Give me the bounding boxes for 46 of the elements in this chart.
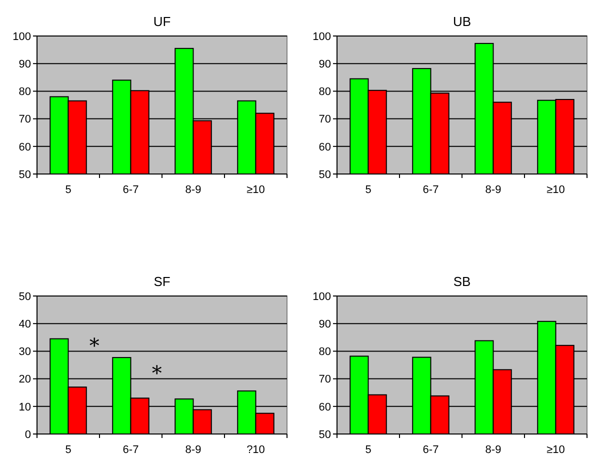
y-tick-label: 50 — [318, 428, 331, 441]
x-tick-label: 8-9 — [185, 444, 202, 456]
y-tick-label: 80 — [318, 346, 331, 358]
x-tick-label: ≥10 — [546, 444, 565, 456]
x-tick-label: ?10 — [246, 444, 265, 456]
annotation: * — [152, 360, 162, 385]
y-tick-label: 70 — [318, 374, 331, 386]
y-tick-label: 60 — [318, 401, 331, 414]
chart-title: UF — [153, 14, 171, 29]
x-tick-label: 5 — [65, 444, 72, 456]
y-tick-label: 100 — [312, 290, 331, 303]
y-tick-label: 50 — [18, 168, 31, 181]
x-tick-label: 6-7 — [122, 184, 139, 196]
x-tick-label: 5 — [365, 444, 372, 456]
annotation: * — [89, 333, 100, 358]
x-tick-label: 5 — [65, 184, 72, 196]
x-tick-label: 8-9 — [485, 184, 502, 196]
y-tick-label: 80 — [18, 86, 31, 98]
x-tick-label: 8-9 — [185, 184, 202, 196]
y-tick-label: 90 — [318, 58, 331, 70]
y-tick-label: 60 — [18, 141, 31, 154]
chart-title: SF — [154, 274, 170, 289]
y-tick-label: 70 — [318, 114, 331, 126]
y-tick-label: 80 — [318, 86, 331, 98]
x-tick-label: 6-7 — [422, 184, 439, 196]
y-tick-label: 50 — [18, 290, 31, 303]
x-tick-label: ≥10 — [246, 184, 265, 196]
y-tick-label: 100 — [312, 30, 331, 43]
x-tick-label: 6-7 — [422, 444, 439, 456]
chart-title: UB — [452, 14, 472, 29]
y-tick-label: 100 — [12, 30, 31, 43]
y-tick-label: 90 — [318, 318, 331, 330]
y-tick-label: 20 — [18, 374, 31, 386]
chart-title: SB — [453, 274, 471, 289]
y-tick-label: 30 — [18, 346, 31, 358]
y-tick-label: 40 — [18, 318, 31, 330]
y-tick-label: 50 — [318, 168, 331, 181]
y-tick-label: 0 — [24, 428, 31, 441]
x-tick-label: 5 — [365, 184, 372, 196]
y-tick-label: 70 — [18, 114, 31, 126]
x-tick-label: 6-7 — [122, 444, 139, 456]
x-tick-label: ≥10 — [546, 184, 565, 196]
y-tick-label: 90 — [18, 58, 31, 70]
y-tick-label: 10 — [18, 401, 31, 414]
x-tick-label: 8-9 — [485, 444, 502, 456]
y-tick-label: 60 — [318, 141, 331, 154]
